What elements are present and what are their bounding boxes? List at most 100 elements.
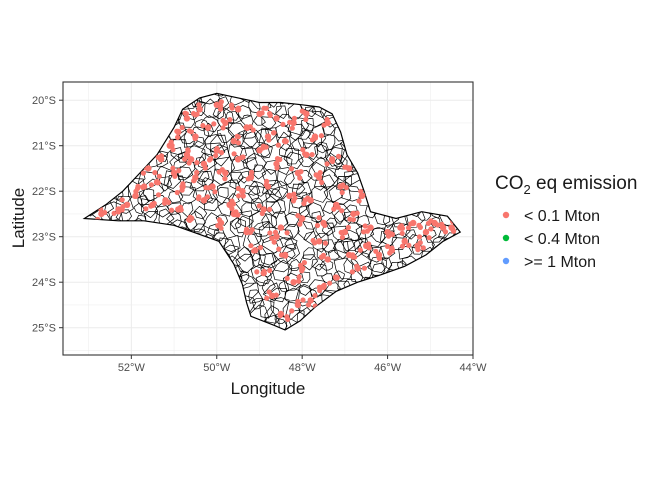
y-tick-label: 24°S [32,277,56,289]
y-tick-label: 22°S [32,186,56,198]
municipality-border [370,226,389,244]
emission-point-cluster [264,295,270,301]
emission-point-cluster [174,189,180,196]
emission-point-cluster [376,255,382,261]
emission-point-cluster [428,226,434,232]
municipality-border [250,264,272,285]
municipality-border [253,164,267,180]
municipality-border [229,217,247,238]
municipality-border [223,234,241,252]
emission-point-cluster [284,314,290,320]
emission-point-cluster [156,173,162,179]
emission-point-cluster [314,222,321,229]
emission-point-cluster [263,144,269,150]
municipality-border [247,232,263,247]
x-axis-title: Longitude [231,379,306,398]
emission-point [196,106,203,113]
municipality-border [203,122,214,138]
municipality-border [405,229,417,240]
emission-point-cluster [267,206,273,212]
emission-point-cluster [186,160,192,166]
emission-point-cluster [338,229,344,236]
emission-point-cluster [235,105,241,111]
legend-title-subscript: 2 [524,182,531,197]
state-outline [82,92,462,331]
emission-point-cluster [349,269,355,275]
municipality-border [183,216,198,231]
emission-point-cluster [111,210,117,216]
emission-point [316,238,323,245]
emission-point-cluster [196,194,202,200]
legend-label: < 0.1 Mton [524,208,600,225]
municipality-border [298,156,315,168]
municipality-border [308,279,327,297]
emission-point [358,192,366,199]
legend-entries: < 0.1 Mton < 0.4 Mton >= 1 Mton [502,208,600,271]
emission-point-cluster [309,152,315,158]
emission-point-cluster [259,110,265,116]
emission-point-cluster [289,125,295,131]
emission-point-cluster [266,289,272,295]
emission-point-cluster [296,278,302,284]
emission-point-cluster [321,282,327,288]
municipality-border [261,116,277,131]
emission-point-cluster [194,111,200,117]
emission-point-cluster [275,142,281,148]
municipality-border [297,129,316,149]
emission-point-cluster [235,185,241,192]
emission-point-cluster [435,222,441,228]
emission-point-cluster [289,308,295,314]
emission-point-cluster [174,128,180,134]
legend-title-main: CO [495,173,524,194]
emission-point-cluster [343,164,349,170]
municipality-border [261,169,278,186]
x-tick-label: 46°W [374,362,402,374]
emission-point-cluster [366,245,372,251]
municipality-border [251,197,264,212]
municipality-border [272,317,288,331]
emission-point-cluster [204,194,211,200]
y-tick-label: 21°S [32,141,56,153]
municipality-border [314,143,329,159]
emission-point-cluster [358,188,364,194]
emission-point-cluster [170,147,176,153]
emission-point-cluster [327,280,333,286]
municipality-border [265,201,282,220]
emission-point-cluster [329,158,336,165]
emission-point-cluster [179,187,185,193]
emission-point-cluster [425,220,431,226]
emission-point-cluster [299,108,305,114]
emission-point-cluster [251,248,257,254]
emission-point-cluster [119,197,125,203]
emission-point-cluster [179,124,185,131]
municipality-border [279,142,294,158]
emission-point-cluster [161,200,168,206]
emission-point-cluster [301,260,307,266]
x-tick-label: 44°W [459,362,487,374]
emission-point-cluster [135,183,141,189]
municipality-border [284,211,299,227]
emission-point-cluster [140,184,146,190]
emission-point-cluster [340,182,346,188]
emission-point-cluster [321,122,327,128]
municipality-border [154,205,171,218]
municipality-border [230,171,244,185]
emission-point-cluster [273,292,279,298]
emission-point-cluster [214,145,220,152]
emission-point-cluster [155,180,161,186]
municipality-border [169,155,188,169]
emission-point-cluster [420,245,426,251]
emission-point-cluster [151,200,157,206]
emission-point-cluster [234,133,240,139]
emission-point-cluster [283,138,289,144]
emission-point-cluster [274,165,280,171]
emission-point-cluster [267,112,273,118]
municipality-border [283,148,300,165]
emission-point-cluster [284,275,290,281]
emission-point-cluster [248,172,254,179]
emission-point-cluster [277,156,283,163]
emission-point-cluster [324,161,330,167]
municipality-border [270,199,286,214]
emission-point-cluster [257,245,264,251]
emission-point-cluster [312,240,318,246]
